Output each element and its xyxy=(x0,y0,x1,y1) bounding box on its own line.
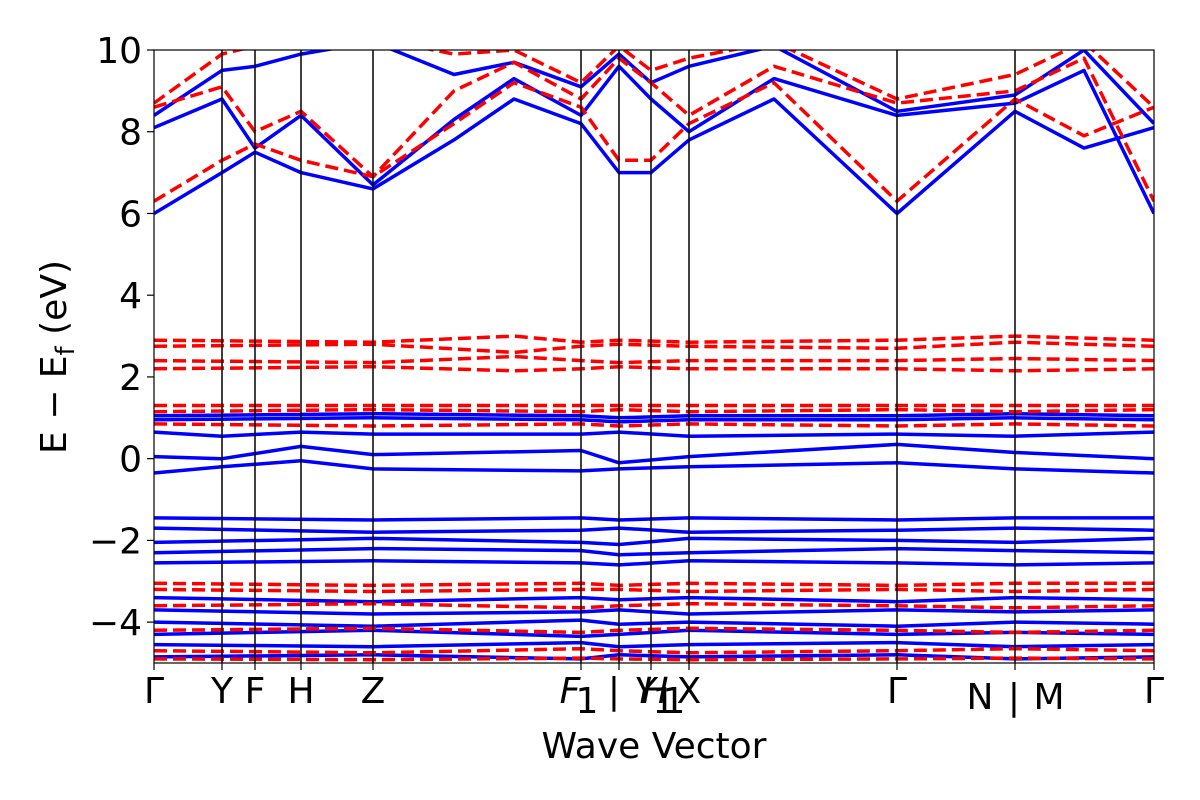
band-line xyxy=(154,546,1154,557)
x-tick-label: 1 xyxy=(576,681,599,722)
spin-down-series xyxy=(154,50,1154,662)
band-line xyxy=(154,587,1154,594)
y-axis-label-suffix: (eV) xyxy=(34,260,75,346)
x-axis-label: Wave Vector xyxy=(542,726,767,767)
x-tick-label: M xyxy=(1033,677,1064,718)
x-tick-label: H xyxy=(287,671,314,712)
x-tick-label: F xyxy=(560,671,582,712)
band-line xyxy=(154,536,1154,547)
band-line xyxy=(154,416,1154,424)
band-line xyxy=(154,595,1154,604)
band-line xyxy=(154,640,1154,649)
x-tick-label: | xyxy=(608,671,620,712)
band-line xyxy=(154,334,1154,344)
band-line xyxy=(154,581,1154,588)
x-tick-label: N xyxy=(967,677,994,718)
band-line xyxy=(154,442,1154,465)
y-tick-label: 2 xyxy=(119,358,142,399)
band-line xyxy=(154,626,1154,635)
y-tick-label: 4 xyxy=(119,276,142,317)
x-tick-label: F xyxy=(245,671,266,712)
x-tick-label: 1 xyxy=(663,681,686,722)
x-tick-label: Y xyxy=(210,671,234,712)
y-axis-label-subscript: f xyxy=(51,345,81,355)
band-line xyxy=(154,601,1154,610)
y-tick-label: 0 xyxy=(119,440,142,481)
band-line xyxy=(154,656,1154,662)
band-line xyxy=(154,422,1154,428)
y-tick-label: −4 xyxy=(89,603,142,644)
spin-up-series xyxy=(154,50,1154,661)
axes-frame xyxy=(153,49,1155,664)
band-line xyxy=(154,364,1154,373)
y-tick-label: 8 xyxy=(119,113,142,154)
band-line xyxy=(154,646,1154,655)
band-line xyxy=(154,97,1154,216)
plot-area xyxy=(154,50,1154,662)
x-tick-label: X xyxy=(677,671,702,712)
band-line xyxy=(154,526,1154,534)
x-tick-label: Y xyxy=(634,671,659,712)
band-line xyxy=(154,80,1154,203)
x-tick-label: | xyxy=(1008,677,1020,718)
band-line xyxy=(154,516,1154,522)
band-line xyxy=(154,411,1154,420)
band-line xyxy=(154,458,1154,475)
y-tick-label: −2 xyxy=(89,521,142,562)
x-tick-label: 1 xyxy=(653,681,676,722)
x-tick-label: Γ xyxy=(887,671,907,712)
y-tick-label: 10 xyxy=(96,31,142,72)
band-line xyxy=(154,618,1154,628)
y-tick-label: 6 xyxy=(119,194,142,235)
band-line xyxy=(154,50,1154,109)
k-point-vertical-lines xyxy=(221,50,1016,663)
x-tick-label: Z xyxy=(361,671,386,712)
band-line xyxy=(154,559,1154,567)
band-line xyxy=(154,56,1154,202)
x-tick-label: Γ xyxy=(1144,671,1164,712)
band-line xyxy=(154,354,1154,365)
band-line xyxy=(154,628,1154,639)
x-tick-label: Γ xyxy=(144,671,164,712)
band-line xyxy=(154,407,1154,414)
band-line xyxy=(154,608,1154,616)
band-line xyxy=(154,430,1154,438)
y-axis-ticks: −4 −2 0 2 4 6 8 10 xyxy=(89,31,1155,670)
band-line xyxy=(154,64,1154,215)
y-axis-label: E − Ef (eV) xyxy=(34,260,81,454)
x-tick-label: H xyxy=(641,671,668,712)
band-line xyxy=(154,50,1154,125)
x-tick-labels: Γ Y F H Z F 1 | Y H 1 1 X Γ N | M Γ xyxy=(144,671,1164,722)
y-axis-label-prefix: E − E xyxy=(34,355,75,454)
band-line xyxy=(154,340,1154,355)
